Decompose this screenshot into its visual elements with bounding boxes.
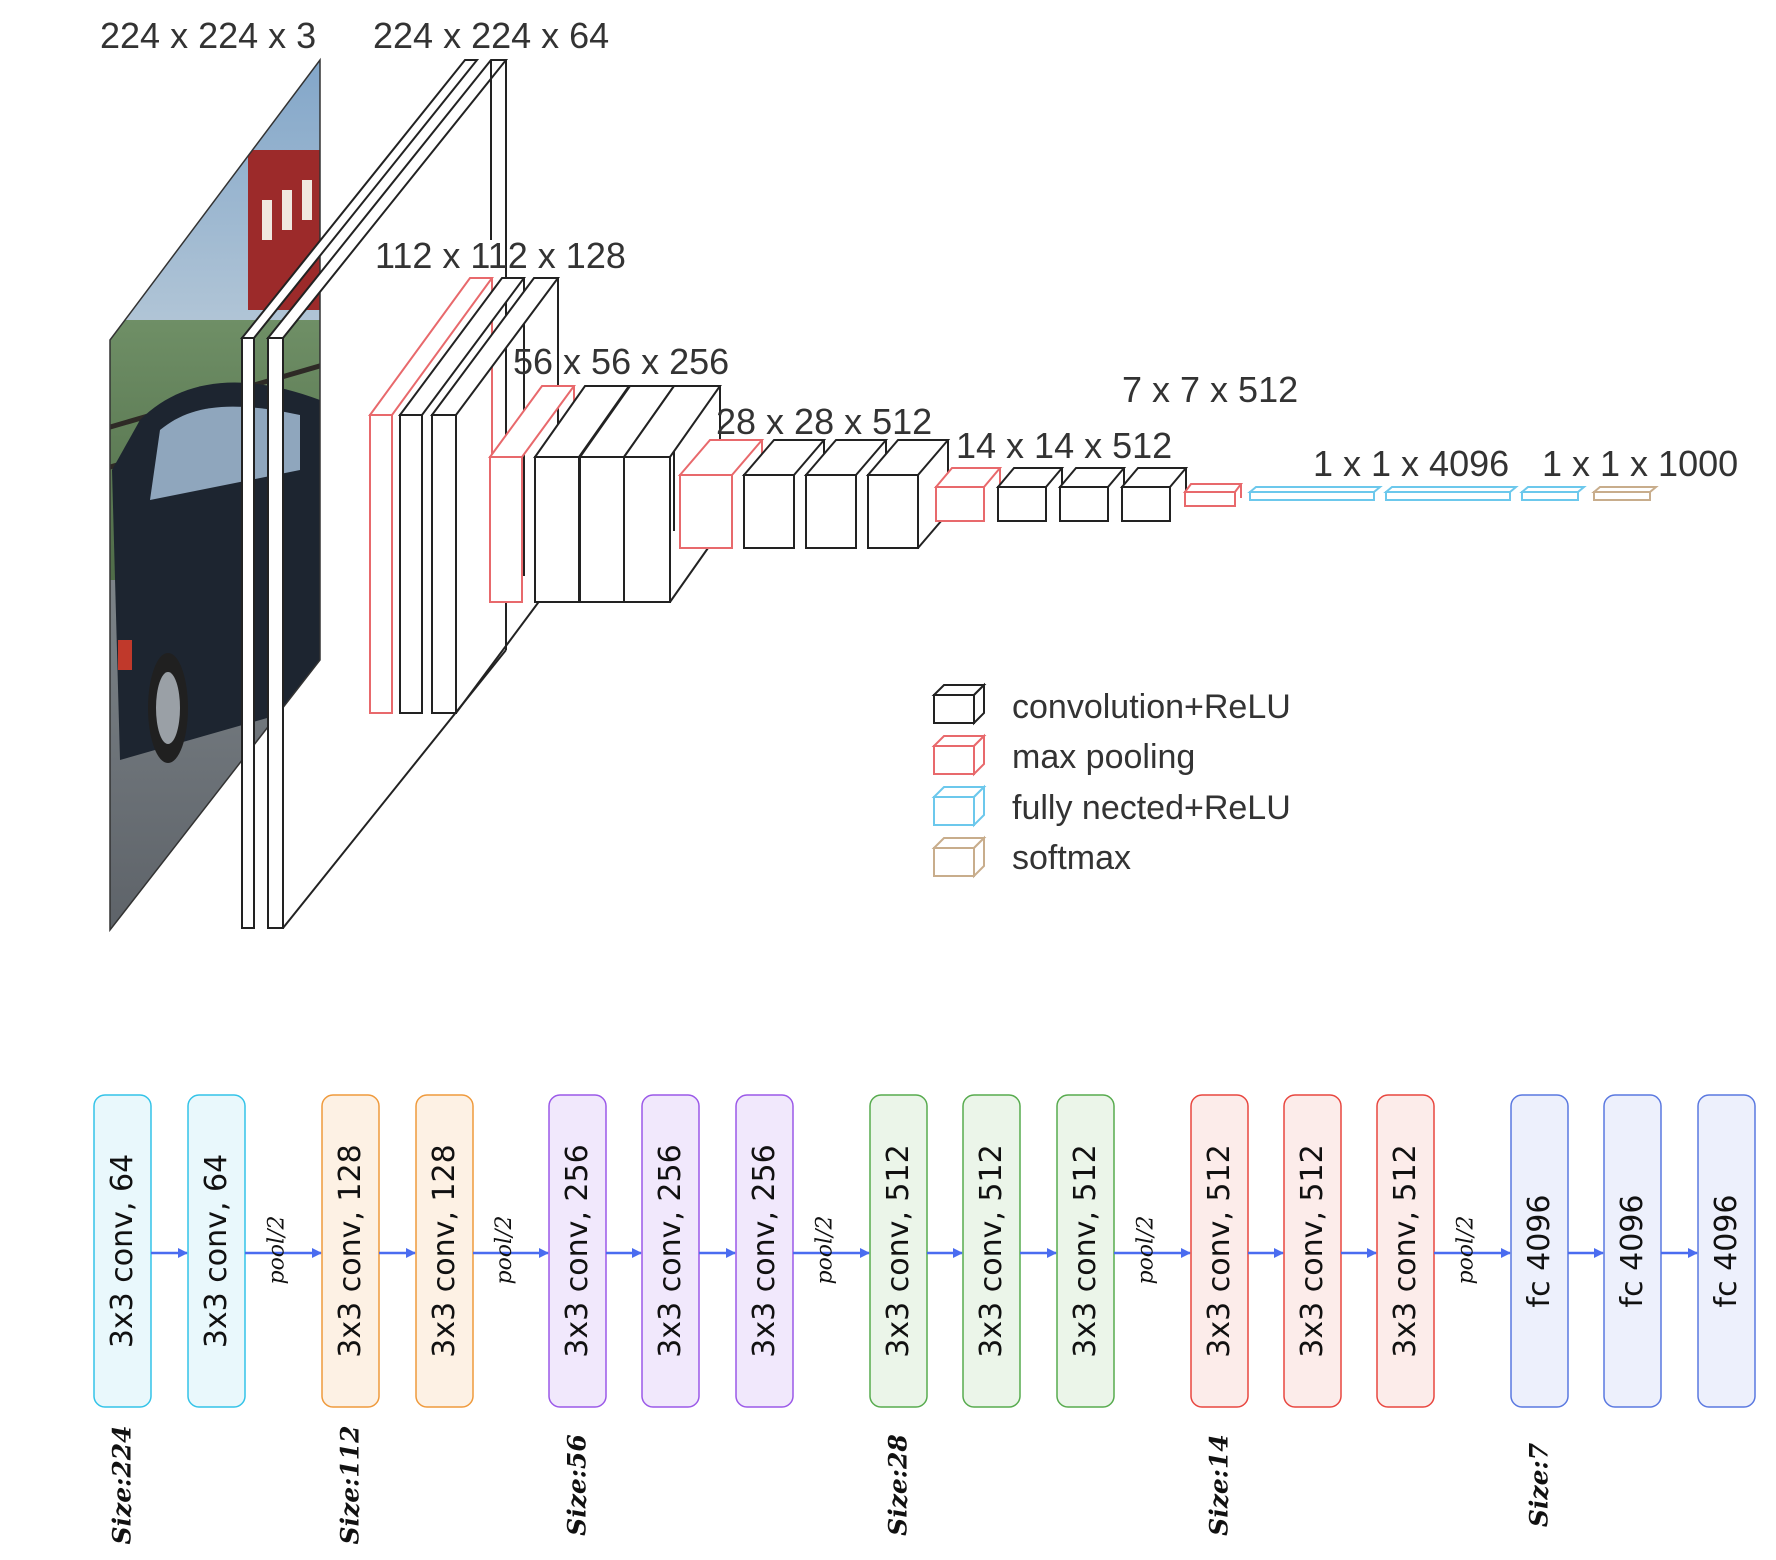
layer-block: 3x3 conv, 512 [869, 1094, 928, 1408]
softmax-block [1591, 486, 1659, 501]
layer-block-box [321, 1094, 380, 1408]
layer-block-box [735, 1094, 794, 1408]
layer-block-box [93, 1094, 152, 1408]
layer-block-box [1510, 1094, 1569, 1408]
fc-block [1247, 486, 1587, 501]
layer-block: 3x3 conv, 128 [415, 1094, 474, 1408]
dim-label: 224 x 224 x 64 [373, 15, 609, 56]
layer-block-label: 3x3 conv, 256 [747, 1144, 782, 1357]
legend-item-max-pooling: max pooling [931, 733, 1195, 777]
cube-icon [931, 682, 987, 726]
size-label: Size:224 [108, 1425, 137, 1544]
dim-label: 28 x 28 x 512 [716, 401, 932, 442]
legend-item-fully-connected: fully nected+ReLU [931, 784, 1291, 828]
dim-label: 1 x 1 x 1000 [1542, 443, 1738, 484]
cube-icon [931, 733, 987, 777]
layer-block-label: 3x3 conv, 512 [1388, 1144, 1423, 1357]
conv1-block [239, 59, 509, 929]
layer-block: 3x3 conv, 64 [93, 1094, 152, 1408]
layer-block: 3x3 conv, 256 [641, 1094, 700, 1408]
pool-label: pool/2 [813, 1215, 838, 1284]
layer-block: 3x3 conv, 512 [1376, 1094, 1435, 1408]
layer-block-box [1056, 1094, 1115, 1408]
layer-block: 3x3 conv, 128 [321, 1094, 380, 1408]
legend-label: max pooling [1012, 738, 1195, 776]
dimension-labels: 224 x 224 x 3 224 x 224 x 64 112 x 112 x… [100, 15, 1738, 484]
layer-block-label: fc 4096 [1709, 1195, 1744, 1308]
layer-block-row: 3x3 conv, 64 3x3 conv, 64 pool/2 3x3 conv, … [93, 1094, 1756, 1545]
legend-label: softmax [1012, 839, 1131, 877]
size-label: Size:28 [884, 1434, 913, 1536]
dim-label: 14 x 14 x 512 [956, 425, 1172, 466]
input-image [109, 57, 321, 933]
layer-block: 3x3 conv, 64 [187, 1094, 246, 1408]
layer-block-label: 3x3 conv, 512 [1295, 1144, 1330, 1357]
layer-block-label: fc 4096 [1615, 1195, 1650, 1308]
conv5-block [933, 467, 1189, 522]
layer-block-box [548, 1094, 607, 1408]
layer-block-label: 3x3 conv, 256 [560, 1144, 595, 1357]
layer-block-label: 3x3 conv, 256 [653, 1144, 688, 1357]
layer-block-box [187, 1094, 246, 1408]
pool-label: pool/2 [1454, 1215, 1479, 1284]
pool-label: pool/2 [265, 1215, 290, 1284]
layer-block: 3x3 conv, 512 [1283, 1094, 1342, 1408]
layer-block-label: 3x3 conv, 64 [199, 1154, 234, 1348]
layer-block: 3x3 conv, 512 [962, 1094, 1021, 1408]
pool5-block [1183, 483, 1243, 507]
legend-label: convolution+ReLU [1012, 688, 1291, 726]
layer-block: fc 4096 [1603, 1094, 1662, 1408]
layer-block: 3x3 conv, 256 [548, 1094, 607, 1408]
pool-label: pool/2 [492, 1215, 517, 1284]
legend-item-convolution: convolution+ReLU [931, 682, 1291, 726]
layer-block-label: fc 4096 [1522, 1195, 1557, 1308]
layer-block: 3x3 conv, 512 [1056, 1094, 1115, 1408]
size-label: Size:112 [336, 1425, 365, 1544]
layer-block-label: 3x3 conv, 128 [333, 1144, 368, 1357]
size-label: Size:7 [1525, 1442, 1554, 1527]
layer-block-box [1376, 1094, 1435, 1408]
layer-block-label: 3x3 conv, 512 [881, 1144, 916, 1357]
legend-item-softmax: softmax [931, 835, 1131, 879]
layer-block-box [869, 1094, 928, 1408]
cube-icon [931, 835, 987, 879]
cube-icon [931, 784, 987, 828]
dim-label: 112 x 112 x 128 [375, 235, 626, 276]
layer-block: 3x3 conv, 512 [1190, 1094, 1249, 1408]
pool-label: pool/2 [1134, 1215, 1159, 1284]
network-volumes [239, 59, 1659, 929]
layer-block: fc 4096 [1510, 1094, 1569, 1408]
size-label: Size:56 [563, 1434, 592, 1536]
conv3-block [488, 385, 722, 603]
layer-block-label: 3x3 conv, 64 [105, 1154, 140, 1348]
layer-block-box [641, 1094, 700, 1408]
dim-label: 224 x 224 x 3 [100, 15, 316, 56]
layer-block-box [415, 1094, 474, 1408]
size-label: Size:14 [1205, 1434, 1234, 1536]
legend: convolution+ReLU max pooling fully necte… [931, 682, 1291, 879]
dim-label: 56 x 56 x 256 [513, 341, 729, 382]
layer-block-box [1190, 1094, 1249, 1408]
layer-block-label: 3x3 conv, 512 [1202, 1144, 1237, 1357]
layer-block: fc 4096 [1697, 1094, 1756, 1408]
layer-block-label: 3x3 conv, 128 [427, 1144, 462, 1357]
layer-block-box [1283, 1094, 1342, 1408]
conv4-block [677, 439, 951, 549]
layer-block: 3x3 conv, 256 [735, 1094, 794, 1408]
layer-block-box [1697, 1094, 1756, 1408]
dim-label: 7 x 7 x 512 [1122, 369, 1298, 410]
legend-label: fully nected+ReLU [1012, 789, 1291, 827]
dim-label: 1 x 1 x 4096 [1313, 443, 1509, 484]
layer-block-label: 3x3 conv, 512 [974, 1144, 1009, 1357]
layer-block-label: 3x3 conv, 512 [1068, 1144, 1103, 1357]
layer-block-box [962, 1094, 1021, 1408]
layer-block-box [1603, 1094, 1662, 1408]
